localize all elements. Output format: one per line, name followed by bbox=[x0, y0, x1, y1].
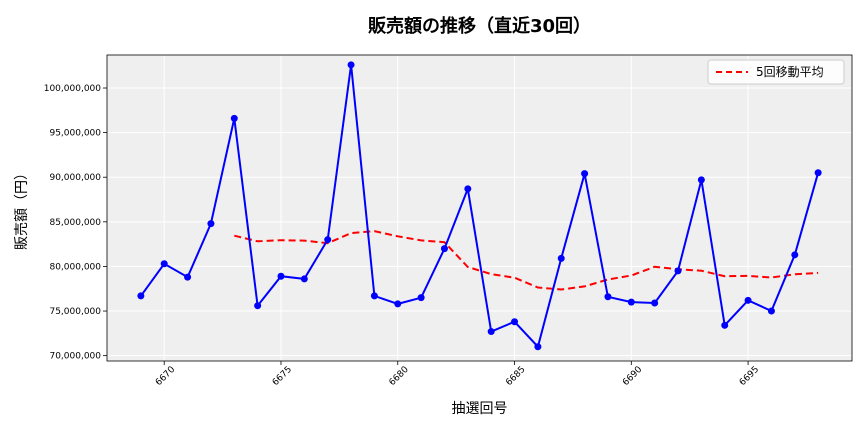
data-point-sales bbox=[534, 343, 542, 351]
data-point-sales bbox=[184, 273, 192, 281]
legend-box bbox=[707, 59, 845, 85]
data-point-sales bbox=[627, 298, 635, 306]
y-tick-label: 90,000,000 bbox=[49, 173, 101, 183]
data-point-sales bbox=[721, 321, 729, 329]
data-point-sales bbox=[207, 220, 215, 228]
series-layer bbox=[137, 61, 822, 351]
x-axis-label: 抽選回号 bbox=[452, 401, 508, 417]
data-point-sales bbox=[277, 272, 285, 280]
series-line-moving-average bbox=[234, 230, 819, 291]
data-point-sales bbox=[674, 267, 682, 275]
data-point-sales bbox=[511, 318, 519, 326]
data-point-sales bbox=[487, 328, 495, 336]
data-point-sales bbox=[417, 294, 425, 302]
data-point-sales bbox=[440, 245, 448, 253]
data-point-sales bbox=[651, 299, 659, 307]
legend: 5回移動平均 bbox=[707, 59, 845, 85]
legend-label-moving-average: 5回移動平均 bbox=[756, 65, 824, 79]
data-point-sales bbox=[604, 293, 612, 301]
data-point-sales bbox=[300, 275, 308, 283]
series-line-sales bbox=[140, 64, 820, 349]
y-tick-label: 100,000,000 bbox=[44, 84, 102, 94]
data-point-sales bbox=[160, 260, 168, 268]
data-point-sales bbox=[697, 176, 705, 184]
data-point-sales bbox=[254, 302, 262, 310]
plot-frame bbox=[106, 54, 853, 362]
data-point-sales bbox=[347, 61, 355, 69]
chart-title: 販売額の推移（直近30回） bbox=[368, 15, 591, 37]
data-point-sales bbox=[394, 300, 402, 308]
data-point-sales bbox=[370, 292, 378, 300]
data-point-sales bbox=[581, 170, 589, 178]
data-point-sales bbox=[767, 307, 775, 315]
data-point-sales bbox=[137, 292, 145, 300]
data-point-sales bbox=[464, 185, 472, 193]
data-point-sales bbox=[230, 114, 238, 122]
data-point-sales bbox=[791, 251, 799, 259]
plot-area bbox=[107, 55, 852, 361]
y-tick-label: 75,000,000 bbox=[49, 307, 101, 317]
data-point-sales bbox=[814, 169, 822, 177]
y-axis-label: 販売額（円） bbox=[14, 166, 30, 250]
data-point-sales bbox=[744, 296, 752, 304]
grid bbox=[107, 55, 852, 361]
y-tick-label: 85,000,000 bbox=[49, 218, 101, 228]
data-point-sales bbox=[557, 254, 565, 262]
y-tick-label: 95,000,000 bbox=[49, 129, 101, 139]
y-tick-label: 70,000,000 bbox=[49, 352, 101, 362]
y-tick-label: 80,000,000 bbox=[49, 262, 101, 272]
data-point-sales bbox=[324, 236, 332, 244]
